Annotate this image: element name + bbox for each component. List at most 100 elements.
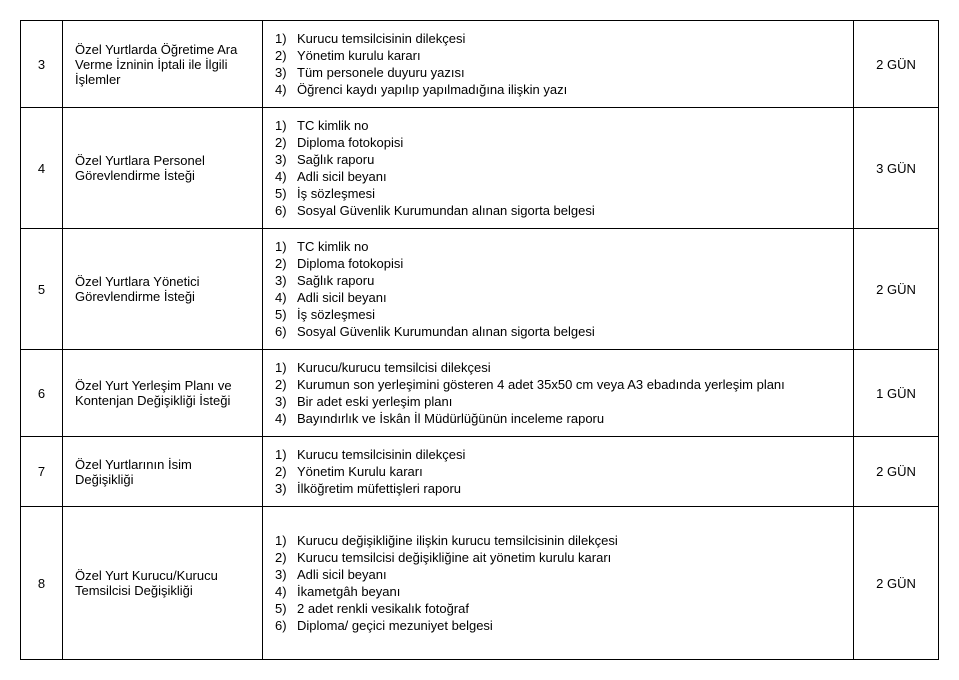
list-item: 2)Diploma fotokopisi (275, 135, 841, 150)
list-item-number: 4) (275, 584, 297, 599)
service-title: Özel Yurtlarının İsim Değişikliği (63, 437, 263, 507)
required-documents: 1)Kurucu/kurucu temsilcisi dilekçesi 2)Ku… (263, 350, 854, 437)
list-item-number: 1) (275, 533, 297, 548)
list-item: 2)Diploma fotokopisi (275, 256, 841, 271)
list-item-text: TC kimlik no (297, 118, 841, 133)
list-item: 3)Adli sicil beyanı (275, 567, 841, 582)
service-title: Özel Yurt Yerleşim Planı ve Kontenjan De… (63, 350, 263, 437)
list-item-text: Bayındırlık ve İskân İl Müdürlüğünün inc… (297, 411, 841, 426)
list-item-number: 4) (275, 169, 297, 184)
row-number: 5 (21, 229, 63, 350)
list-item: 6)Sosyal Güvenlik Kurumundan alınan sigo… (275, 324, 841, 339)
duration: 1 GÜN (854, 350, 939, 437)
list-item-text: 2 adet renkli vesikalık fotoğraf (297, 601, 841, 616)
service-title: Özel Yurtlara Personel Görevlendirme İst… (63, 108, 263, 229)
list-item-number: 5) (275, 307, 297, 322)
list-item: 1)Kurucu değişikliğine ilişkin kurucu te… (275, 533, 841, 548)
list-item: 3)Tüm personele duyuru yazısı (275, 65, 841, 80)
list-item-text: Adli sicil beyanı (297, 169, 841, 184)
duration: 2 GÜN (854, 507, 939, 660)
table-row: 3Özel Yurtlarda Öğretime Ara Verme İznin… (21, 21, 939, 108)
list-item: 1)Kurucu/kurucu temsilcisi dilekçesi (275, 360, 841, 375)
list-item: 4)Adli sicil beyanı (275, 169, 841, 184)
list-item-number: 6) (275, 324, 297, 339)
list-item-number: 2) (275, 464, 297, 479)
list-item-text: Yönetim kurulu kararı (297, 48, 841, 63)
list-item: 5)İş sözleşmesi (275, 186, 841, 201)
list-item-text: İş sözleşmesi (297, 186, 841, 201)
table-row: 7Özel Yurtlarının İsim Değişikliği 1)Kuru… (21, 437, 939, 507)
list-item: 1)TC kimlik no (275, 239, 841, 254)
list-item-text: Adli sicil beyanı (297, 567, 841, 582)
list-item-number: 5) (275, 186, 297, 201)
list-item-text: Diploma fotokopisi (297, 256, 841, 271)
list-item-number: 3) (275, 394, 297, 409)
required-documents: 1)Kurucu temsilcisinin dilekçesi2)Yöneti… (263, 437, 854, 507)
service-title: Özel Yurt Kurucu/Kurucu Temsilcisi Değiş… (63, 507, 263, 660)
list-item-text: Diploma fotokopisi (297, 135, 841, 150)
list-item-text: Kurucu temsilcisi değişikliğine ait yöne… (297, 550, 841, 565)
list-item: 3)İlköğretim müfettişleri raporu (275, 481, 841, 496)
table-row: 5Özel Yurtlara Yönetici Görevlendirme İs… (21, 229, 939, 350)
list-item-text: Öğrenci kaydı yapılıp yapılmadığına iliş… (297, 82, 841, 97)
required-documents: 1)TC kimlik no2)Diploma fotokopisi3)Sağl… (263, 229, 854, 350)
list-item-text: TC kimlik no (297, 239, 841, 254)
row-number: 4 (21, 108, 63, 229)
list-item-number: 6) (275, 618, 297, 633)
list-item: 3)Sağlık raporu (275, 273, 841, 288)
list-item-text: Diploma/ geçici mezuniyet belgesi (297, 618, 841, 633)
list-item-text: Sosyal Güvenlik Kurumundan alınan sigort… (297, 324, 841, 339)
list-item: 3)Sağlık raporu (275, 152, 841, 167)
list-item-number: 4) (275, 411, 297, 426)
service-title: Özel Yurtlara Yönetici Görevlendirme İst… (63, 229, 263, 350)
list-item-text: Sağlık raporu (297, 273, 841, 288)
list-item-number: 3) (275, 273, 297, 288)
list-item-number: 4) (275, 290, 297, 305)
list-item-number: 2) (275, 377, 297, 392)
list-item-text: Sosyal Güvenlik Kurumundan alınan sigort… (297, 203, 841, 218)
list-item: 4)Adli sicil beyanı (275, 290, 841, 305)
list-item-number: 3) (275, 65, 297, 80)
required-documents: 1)Kurucu değişikliğine ilişkin kurucu te… (263, 507, 854, 660)
list-item-number: 2) (275, 135, 297, 150)
duration: 2 GÜN (854, 229, 939, 350)
list-item-number: 1) (275, 360, 297, 375)
list-item: 5)2 adet renkli vesikalık fotoğraf (275, 601, 841, 616)
list-item: 6)Sosyal Güvenlik Kurumundan alınan sigo… (275, 203, 841, 218)
list-item-number: 3) (275, 152, 297, 167)
list-item-text: Sağlık raporu (297, 152, 841, 167)
list-item-number: 2) (275, 550, 297, 565)
list-item-number: 1) (275, 31, 297, 46)
required-documents: 1)TC kimlik no2)Diploma fotokopisi3)Sağl… (263, 108, 854, 229)
table-row: 6Özel Yurt Yerleşim Planı ve Kontenjan D… (21, 350, 939, 437)
services-table: 3Özel Yurtlarda Öğretime Ara Verme İznin… (20, 20, 939, 660)
row-number: 8 (21, 507, 63, 660)
list-item-text: Kurucu değişikliğine ilişkin kurucu tems… (297, 533, 841, 548)
list-item-text: Bir adet eski yerleşim planı (297, 394, 841, 409)
row-number: 6 (21, 350, 63, 437)
list-item-text: Kurumun son yerleşimini gösteren 4 adet … (297, 377, 841, 392)
list-item-text: Adli sicil beyanı (297, 290, 841, 305)
list-item-number: 5) (275, 601, 297, 616)
list-item-number: 3) (275, 481, 297, 496)
list-item-number: 2) (275, 256, 297, 271)
list-item-text: İkametgâh beyanı (297, 584, 841, 599)
list-item-number: 1) (275, 447, 297, 462)
duration: 3 GÜN (854, 108, 939, 229)
list-item: 1)Kurucu temsilcisinin dilekçesi (275, 447, 841, 462)
list-item-number: 2) (275, 48, 297, 63)
list-item: 4)Bayındırlık ve İskân İl Müdürlüğünün i… (275, 411, 841, 426)
row-number: 3 (21, 21, 63, 108)
row-number: 7 (21, 437, 63, 507)
list-item: 2)Kurumun son yerleşimini gösteren 4 ade… (275, 377, 841, 392)
list-item: 4)Öğrenci kaydı yapılıp yapılmadığına il… (275, 82, 841, 97)
list-item: 2)Yönetim kurulu kararı (275, 48, 841, 63)
duration: 2 GÜN (854, 437, 939, 507)
list-item-text: Kurucu temsilcisinin dilekçesi (297, 447, 841, 462)
list-item: 2)Kurucu temsilcisi değişikliğine ait yö… (275, 550, 841, 565)
list-item-text: İş sözleşmesi (297, 307, 841, 322)
list-item: 3)Bir adet eski yerleşim planı (275, 394, 841, 409)
list-item-number: 3) (275, 567, 297, 582)
list-item-number: 4) (275, 82, 297, 97)
list-item-number: 6) (275, 203, 297, 218)
